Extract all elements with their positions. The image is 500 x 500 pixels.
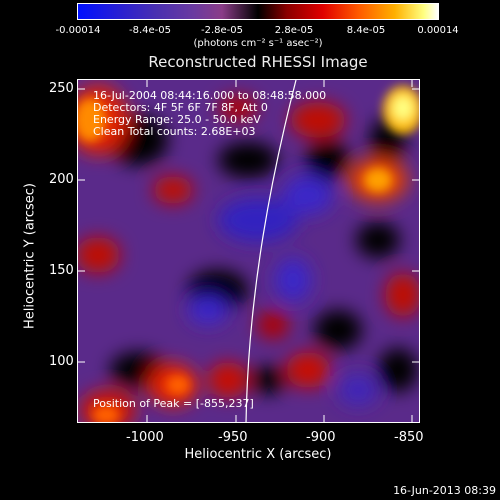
footer-timestamp: 16-Jun-2013 08:39: [393, 484, 496, 497]
peak-position-label: Position of Peak = [-855,237]: [93, 397, 254, 410]
y-tick-3: 150: [49, 263, 74, 278]
colorbar-units: (photons cm⁻² s⁻¹ asec⁻²): [193, 38, 323, 49]
x-tick-4: -850: [394, 430, 424, 445]
rhessi-image-map: [78, 80, 419, 422]
y-tick-2: 200: [49, 172, 74, 187]
colorbar-tick-2: -8.4e-05: [129, 25, 171, 36]
colorbar-tick-1: -0.00014: [55, 25, 101, 36]
colorbar-tick-4: 2.8e-05: [274, 25, 314, 36]
time-range-label: 16-Jul-2004 08:44:16.000 to 08:48:58.000: [93, 89, 327, 102]
x-tick-1: -1000: [126, 430, 164, 445]
solar-limb-line: [245, 80, 297, 422]
rhessi-image: 16-Jul-2004 08:44:16.000 to 08:48:58.000…: [77, 79, 420, 423]
x-tick-3: -900: [306, 430, 336, 445]
colorbar: [77, 3, 439, 20]
x-tick-2: -950: [218, 430, 248, 445]
colorbar-tick-5: 8.4e-05: [346, 25, 386, 36]
colorbar-tick-3: -2.8e-05: [201, 25, 243, 36]
energy-range-label: Energy Range: 25.0 - 50.0 keV: [93, 113, 261, 126]
x-axis-label: Heliocentric X (arcsec): [184, 447, 332, 462]
y-tick-1: 250: [49, 81, 74, 96]
clean-counts-label: Clean Total counts: 2.68E+03: [93, 125, 256, 138]
y-tick-4: 100: [49, 354, 74, 369]
y-axis-label: Heliocentric Y (arcsec): [22, 183, 38, 329]
colorbar-tick-6: 0.00014: [417, 25, 459, 36]
detectors-label: Detectors: 4F 5F 6F 7F 8F, Att 0: [93, 101, 268, 114]
plot-title: Reconstructed RHESSI Image: [148, 53, 368, 71]
